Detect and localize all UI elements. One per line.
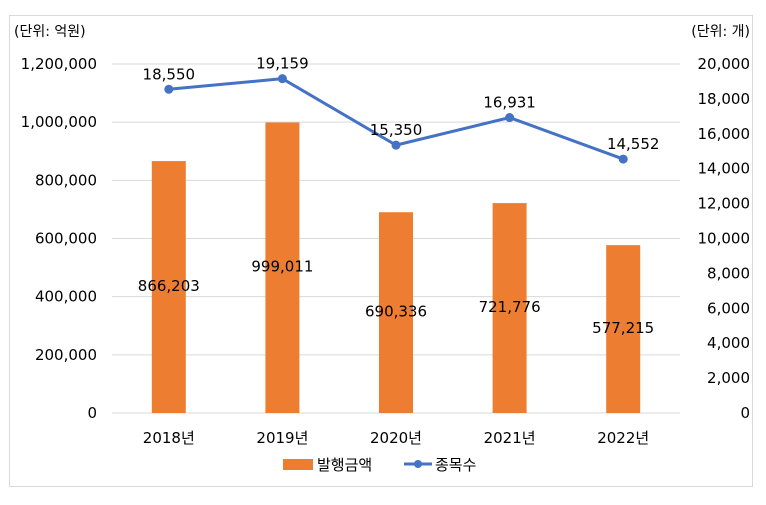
legend: 발행금액 종목수 bbox=[283, 456, 476, 474]
line-point bbox=[618, 154, 628, 164]
left-axis-tick-label: 200,000 bbox=[35, 346, 97, 364]
line-point bbox=[164, 84, 174, 94]
right-axis-tick-label: 18,000 bbox=[698, 90, 751, 108]
x-axis-tick-label: 2022년 bbox=[597, 429, 649, 447]
x-axis-tick-label: 2020년 bbox=[370, 429, 422, 447]
legend-marker-line bbox=[414, 460, 422, 468]
right-axis-tick-label: 12,000 bbox=[698, 195, 751, 213]
bar-data-label: 999,011 bbox=[251, 258, 313, 276]
right-axis-tick-label: 6,000 bbox=[707, 299, 750, 317]
bar-data-label: 721,776 bbox=[479, 298, 541, 316]
bar bbox=[151, 161, 186, 413]
right-axis-tick-label: 10,000 bbox=[698, 230, 751, 248]
x-axis-tick-label: 2019년 bbox=[256, 429, 308, 447]
line-point bbox=[277, 74, 287, 84]
left-axis-tick-label: 1,000,000 bbox=[21, 113, 97, 131]
bar bbox=[379, 212, 413, 413]
right-axis-tick-label: 20,000 bbox=[698, 55, 751, 73]
bar bbox=[492, 203, 527, 413]
left-axis-tick-label: 800,000 bbox=[35, 171, 97, 189]
left-axis-tick-label: 400,000 bbox=[35, 288, 97, 306]
line-point bbox=[505, 113, 515, 123]
right-axis-tick-label: 2,000 bbox=[707, 369, 750, 387]
bar bbox=[265, 122, 300, 414]
line-data-label: 15,350 bbox=[370, 121, 423, 139]
right-axis-tick-label: 16,000 bbox=[698, 125, 751, 143]
x-axis-tick-label: 2021년 bbox=[484, 429, 536, 447]
right-axis-tick-label: 4,000 bbox=[707, 334, 750, 352]
left-axis-tick-label: 1,200,000 bbox=[21, 55, 97, 73]
line-point bbox=[391, 140, 401, 150]
legend-label-bar: 발행금액 bbox=[317, 456, 372, 474]
line-data-label: 16,931 bbox=[483, 94, 536, 112]
legend-swatch-bar bbox=[283, 459, 313, 470]
right-axis-tick-label: 8,000 bbox=[707, 264, 750, 282]
line-data-label: 18,550 bbox=[143, 65, 196, 83]
bar-data-label: 690,336 bbox=[365, 303, 427, 321]
line-data-label: 14,552 bbox=[607, 135, 660, 153]
right-axis-tick-label: 0 bbox=[740, 404, 750, 422]
line-data-label: 19,159 bbox=[256, 55, 309, 73]
left-axis-tick-label: 0 bbox=[87, 404, 97, 422]
left-axis-unit-label: (단위: 억원) bbox=[14, 24, 86, 40]
right-axis-tick-label: 14,000 bbox=[698, 160, 751, 178]
x-axis-tick-label: 2018년 bbox=[143, 429, 195, 447]
right-axis-unit-label: (단위: 개) bbox=[691, 24, 750, 40]
chart-frame bbox=[9, 15, 753, 487]
bar bbox=[606, 245, 641, 413]
bar-data-label: 866,203 bbox=[138, 277, 200, 295]
left-axis-tick-label: 600,000 bbox=[35, 230, 97, 248]
legend-label-line: 종목수 bbox=[435, 456, 476, 474]
bar-data-label: 577,215 bbox=[592, 319, 654, 337]
